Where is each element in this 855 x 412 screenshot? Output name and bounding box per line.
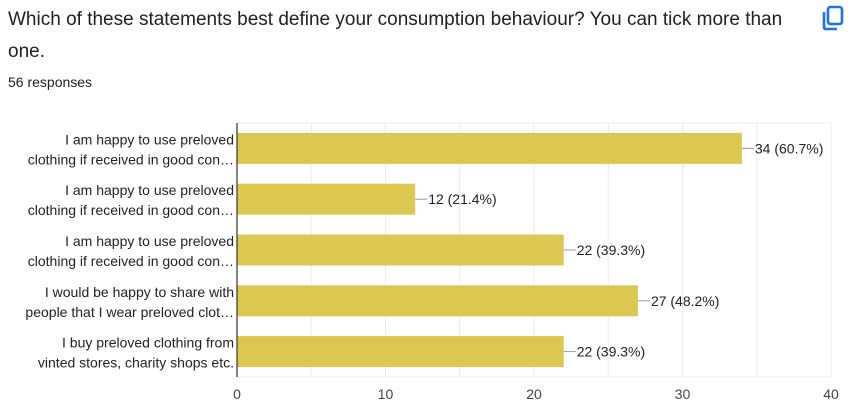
category-label: I am happy to use preloved — [65, 131, 234, 147]
category-label: I am happy to use preloved — [65, 182, 234, 198]
data-label: 34 (60.7%) — [755, 140, 823, 156]
data-label: 27 (48.2%) — [651, 293, 719, 309]
bar — [237, 234, 564, 266]
data-label: 22 (39.3%) — [577, 242, 645, 258]
bar — [237, 183, 416, 215]
data-label: 22 (39.3%) — [577, 344, 645, 360]
x-tick-label: 20 — [526, 386, 542, 402]
x-tick-label: 0 — [233, 386, 241, 402]
category-label: clothing if received in good con… — [28, 151, 234, 167]
category-label: I would be happy to share with — [45, 284, 234, 300]
category-label: vinted stores, charity shops etc. — [38, 355, 234, 371]
response-count: 56 responses — [8, 74, 93, 90]
bar — [237, 336, 564, 368]
question-title: Which of these statements best define yo… — [8, 9, 783, 62]
x-tick-label: 40 — [823, 386, 839, 402]
bar — [237, 132, 742, 164]
x-tick-label: 10 — [378, 386, 394, 402]
category-label: I am happy to use preloved — [65, 233, 234, 249]
data-label: 12 (21.4%) — [428, 191, 496, 207]
category-label: I buy preloved clothing from — [62, 335, 234, 351]
copy-chart-button[interactable] — [820, 4, 846, 32]
bar — [237, 285, 638, 317]
x-tick-label: 30 — [675, 386, 691, 402]
category-label: clothing if received in good con… — [28, 253, 234, 269]
copy-icon — [822, 5, 844, 31]
category-label: people that I wear preloved clot… — [25, 304, 234, 320]
category-label: clothing if received in good con… — [28, 202, 234, 218]
